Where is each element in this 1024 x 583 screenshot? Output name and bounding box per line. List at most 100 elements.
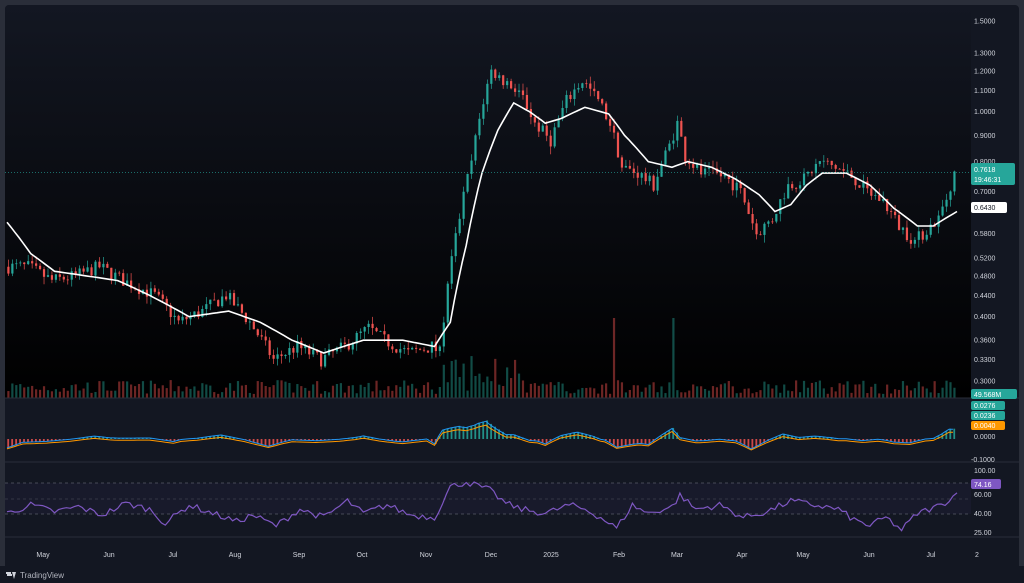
candle-body bbox=[193, 311, 196, 316]
macd-bar bbox=[205, 436, 208, 439]
candle-body bbox=[169, 305, 172, 318]
volume-bar bbox=[268, 387, 271, 398]
macd-bar bbox=[221, 434, 223, 439]
candle-body bbox=[11, 263, 14, 274]
volume-bar bbox=[181, 391, 184, 398]
candle-body bbox=[38, 265, 42, 270]
volume-bar bbox=[371, 391, 374, 398]
candle-body bbox=[177, 315, 180, 321]
time-tick-label: 2 bbox=[975, 552, 979, 559]
volume-bar bbox=[260, 382, 263, 398]
price-axis: 1.5000 1.3000 1.2000 1.1000 1.0000 0.9000 0.80… bbox=[974, 19, 996, 386]
volume-bar bbox=[917, 381, 920, 398]
candle-body bbox=[878, 195, 881, 201]
macd-bar bbox=[316, 439, 318, 441]
volume-bar bbox=[874, 383, 877, 398]
volume-bar bbox=[339, 383, 342, 398]
volume-bar bbox=[280, 380, 283, 398]
volume-bar bbox=[684, 392, 687, 398]
volume-bar bbox=[157, 388, 160, 398]
candle-body bbox=[700, 163, 703, 175]
volume-bar bbox=[415, 388, 418, 398]
candle-body bbox=[620, 157, 624, 168]
candle-body bbox=[102, 263, 105, 268]
volume-bar bbox=[256, 381, 259, 398]
volume-bar bbox=[561, 383, 564, 398]
candle-body bbox=[688, 161, 691, 164]
macd-bar bbox=[494, 426, 496, 439]
macd-bar bbox=[359, 436, 362, 439]
volume-bar bbox=[102, 381, 105, 398]
macd-bar bbox=[288, 439, 291, 441]
volume-bar bbox=[703, 388, 707, 398]
macd-bar bbox=[232, 437, 235, 439]
macd-tick-zero: 0.0000 bbox=[974, 434, 996, 441]
volume-bar bbox=[19, 384, 22, 398]
volume-bar bbox=[411, 383, 414, 398]
candle-body bbox=[909, 240, 912, 244]
volume-bar bbox=[814, 382, 817, 398]
macd-bar bbox=[42, 439, 45, 442]
volume-bar bbox=[276, 380, 279, 398]
volume-bar bbox=[739, 392, 742, 398]
candle-body bbox=[31, 261, 34, 264]
macd-hist-label: 0.0276 bbox=[974, 403, 996, 410]
macd-bar bbox=[470, 425, 473, 439]
countdown-label: 19:46:31 bbox=[974, 177, 1001, 184]
volume-bar bbox=[707, 390, 711, 398]
volume-bar bbox=[213, 392, 216, 398]
macd-bar bbox=[814, 435, 817, 439]
volume-bar bbox=[316, 381, 319, 398]
candle-body bbox=[27, 261, 30, 265]
candle-body bbox=[256, 329, 259, 336]
volume-bar bbox=[343, 392, 346, 398]
volume-bar bbox=[529, 383, 532, 398]
candle-body bbox=[533, 117, 536, 123]
macd-bar bbox=[795, 436, 797, 439]
volume-bar bbox=[430, 389, 434, 398]
macd-bar bbox=[355, 437, 358, 439]
macd-bar bbox=[173, 439, 176, 442]
volume-bar bbox=[27, 386, 30, 398]
candle-body bbox=[122, 273, 125, 286]
volume-bar bbox=[668, 382, 671, 398]
volume-bar bbox=[177, 386, 180, 398]
candle-body bbox=[470, 160, 473, 174]
volume-bar bbox=[541, 383, 544, 398]
macd-bar bbox=[806, 436, 809, 439]
candle-body bbox=[106, 263, 109, 268]
candle-body bbox=[74, 271, 77, 275]
macd-bar bbox=[826, 437, 829, 439]
volume-bar bbox=[664, 393, 667, 398]
tradingview-branding[interactable]: TradingView bbox=[6, 571, 64, 580]
candle-body bbox=[383, 331, 386, 335]
price-tick-label: 0.4000 bbox=[974, 314, 996, 321]
candle-body bbox=[411, 347, 414, 350]
macd-bar bbox=[818, 436, 821, 439]
macd-bar bbox=[280, 439, 283, 444]
volume-bar bbox=[240, 385, 244, 398]
candle-body bbox=[739, 182, 742, 189]
candle-body bbox=[664, 150, 667, 165]
candle-body bbox=[189, 315, 192, 320]
macd-bar bbox=[264, 439, 267, 446]
macd-bar bbox=[35, 439, 37, 443]
volume-bar bbox=[913, 388, 916, 398]
candle-body bbox=[46, 275, 50, 277]
candle-body bbox=[149, 288, 152, 297]
volume-bar bbox=[110, 390, 113, 398]
candle-body bbox=[601, 99, 604, 104]
candle-body bbox=[901, 227, 905, 230]
volume-bar bbox=[42, 386, 46, 398]
macd-bar bbox=[11, 439, 14, 447]
candle-body bbox=[165, 298, 168, 306]
volume-bar bbox=[347, 385, 350, 398]
volume-bar bbox=[731, 386, 734, 398]
candle-body bbox=[58, 274, 61, 277]
time-tick-label: Aug bbox=[229, 552, 242, 559]
candle-body bbox=[418, 348, 422, 350]
candle-body bbox=[676, 120, 679, 141]
macd-bar bbox=[252, 439, 255, 443]
chart-canvas[interactable]: 1.5000 1.3000 1.2000 1.1000 1.0000 0.9000 0.80… bbox=[5, 5, 1019, 578]
candle-body bbox=[288, 348, 291, 355]
